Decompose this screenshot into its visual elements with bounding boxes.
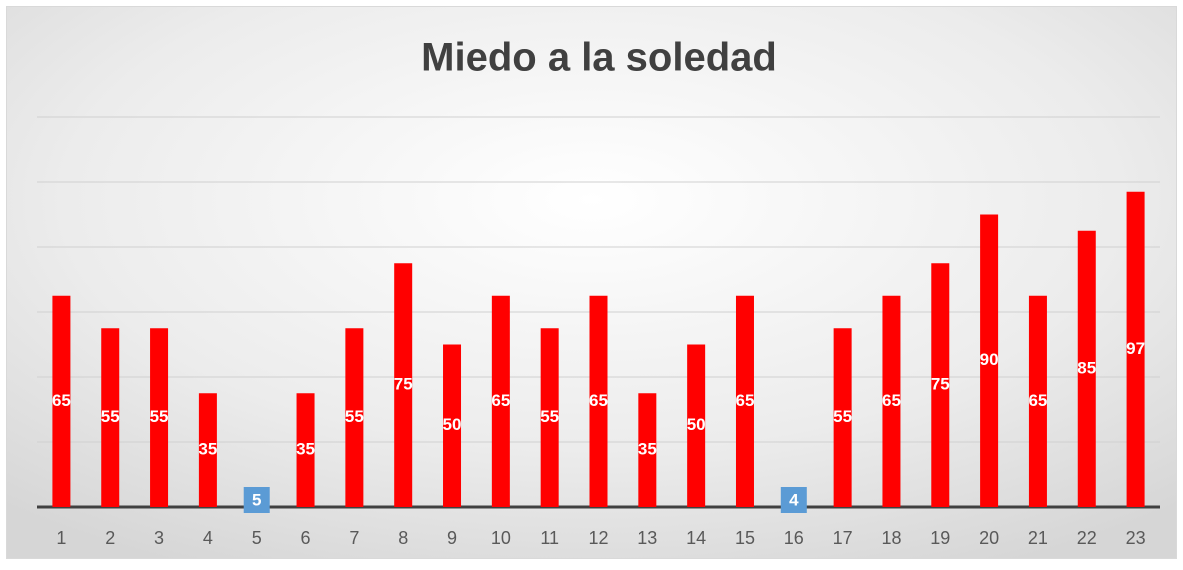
data-label-box: [243, 487, 270, 513]
bar: [540, 328, 559, 507]
bar: [150, 328, 169, 507]
data-label: 65: [736, 391, 755, 410]
bar: [1028, 295, 1047, 507]
x-tick-label: 1: [56, 528, 66, 548]
bar: [345, 328, 364, 507]
bar: [1126, 191, 1145, 507]
x-tick-label: 12: [588, 528, 608, 548]
data-label: 55: [540, 407, 559, 426]
data-label: 90: [980, 350, 999, 369]
x-tick-label: 5: [252, 528, 262, 548]
bar: [394, 263, 413, 507]
x-tick-label: 2: [105, 528, 115, 548]
x-tick-label: 8: [398, 528, 408, 548]
data-label: 65: [1028, 391, 1047, 410]
data-label: 75: [394, 375, 413, 394]
data-label: 65: [491, 391, 510, 410]
x-tick-label: 18: [881, 528, 901, 548]
x-tick-label: 20: [979, 528, 999, 548]
bar: [882, 295, 901, 507]
x-tick-label: 9: [447, 528, 457, 548]
x-tick-label: 4: [203, 528, 213, 548]
data-label: 50: [443, 415, 462, 434]
bar: [296, 393, 315, 507]
data-label: 85: [1077, 358, 1096, 377]
x-tick-label: 19: [930, 528, 950, 548]
x-tick-label: 3: [154, 528, 164, 548]
bar: [735, 295, 754, 507]
bar: [931, 263, 950, 507]
x-tick-label: 15: [735, 528, 755, 548]
data-label: 35: [638, 440, 657, 459]
x-tick-label: 11: [540, 528, 559, 548]
data-label: 35: [296, 440, 315, 459]
x-tick-label: 14: [686, 528, 706, 548]
data-label: 75: [931, 375, 950, 394]
bar: [980, 214, 999, 507]
x-tick-label: 16: [784, 528, 804, 548]
x-tick-label: 10: [491, 528, 511, 548]
x-tick-label: 6: [301, 528, 311, 548]
data-label: 50: [687, 415, 706, 434]
bar: [1077, 230, 1096, 507]
bar: [443, 344, 462, 507]
chart-title: Miedo a la soledad: [421, 36, 777, 80]
data-label: 55: [345, 407, 364, 426]
x-tick-label: 13: [637, 528, 657, 548]
data-label: 55: [101, 407, 120, 426]
data-label-box: [780, 487, 807, 513]
data-label: 65: [52, 391, 71, 410]
bar: [101, 328, 120, 507]
x-tick-label: 21: [1028, 528, 1048, 548]
data-label: 55: [150, 407, 169, 426]
x-tick-label: 22: [1077, 528, 1097, 548]
bar: [52, 295, 71, 507]
data-label: 4: [789, 490, 799, 509]
bar: [638, 393, 657, 507]
data-label: 97: [1126, 339, 1145, 358]
data-label: 5: [252, 490, 261, 509]
data-label: 55: [833, 407, 852, 426]
bar: [198, 393, 217, 507]
x-tick-label: 17: [833, 528, 853, 548]
data-label: 35: [198, 440, 217, 459]
bar: [589, 295, 608, 507]
bar: [833, 328, 852, 507]
bar: [491, 295, 510, 507]
bar: [687, 344, 706, 507]
data-label: 65: [882, 391, 901, 410]
x-tick-label: 7: [349, 528, 359, 548]
data-label: 65: [589, 391, 608, 410]
x-tick-label: 23: [1126, 528, 1146, 548]
